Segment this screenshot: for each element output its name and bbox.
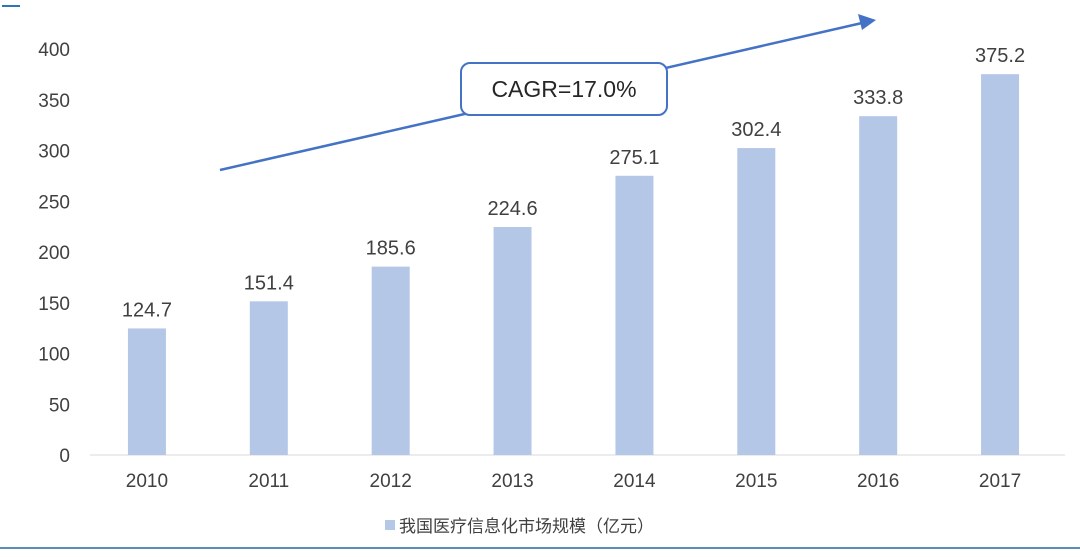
legend-label: 我国医疗信息化市场规模（亿元） [399,517,654,537]
bar-2013 [493,227,532,455]
y-tick-label: 50 [49,395,70,416]
data-label: 275.1 [609,147,659,169]
bar-2016 [859,116,898,456]
y-tick-label: 250 [38,192,70,213]
cagr-text: CAGR=17.0% [491,75,637,102]
data-label: 333.8 [853,87,903,109]
legend: 我国医疗信息化市场规模（亿元） [385,512,654,537]
data-label: 302.4 [731,119,781,141]
bar-2014 [615,175,654,455]
x-tick-label: 2012 [370,471,412,492]
y-tick-label: 100 [38,345,70,366]
y-tick-label: 200 [38,243,70,264]
x-tick-label: 2013 [491,471,533,492]
y-tick-label: 400 [38,40,70,61]
data-label: 375.2 [975,45,1025,67]
bar-2011 [249,301,288,455]
header-rule [2,5,20,7]
bar-2010 [127,328,166,455]
x-tick-label: 2011 [248,471,289,492]
bar-2012 [371,266,410,455]
bar-2017 [981,74,1020,455]
data-label: 124.7 [122,299,172,321]
data-label: 185.6 [366,238,416,260]
x-tick-label: 2010 [126,471,168,492]
footer-rule [0,547,1080,549]
y-tick-label: 350 [38,91,70,112]
y-tick-label: 150 [38,294,70,315]
y-tick-label: 300 [38,142,70,163]
bar-2015 [737,148,776,455]
x-tick-label: 2017 [979,471,1021,492]
cagr-annotation: CAGR=17.0% [460,62,668,116]
x-tick-label: 2015 [735,471,777,492]
legend-swatch [385,519,395,530]
data-label: 151.4 [244,272,294,294]
x-tick-label: 2016 [857,471,899,492]
y-tick-label: 0 [59,446,70,467]
data-label: 224.6 [488,198,538,220]
x-tick-label: 2014 [613,471,656,492]
